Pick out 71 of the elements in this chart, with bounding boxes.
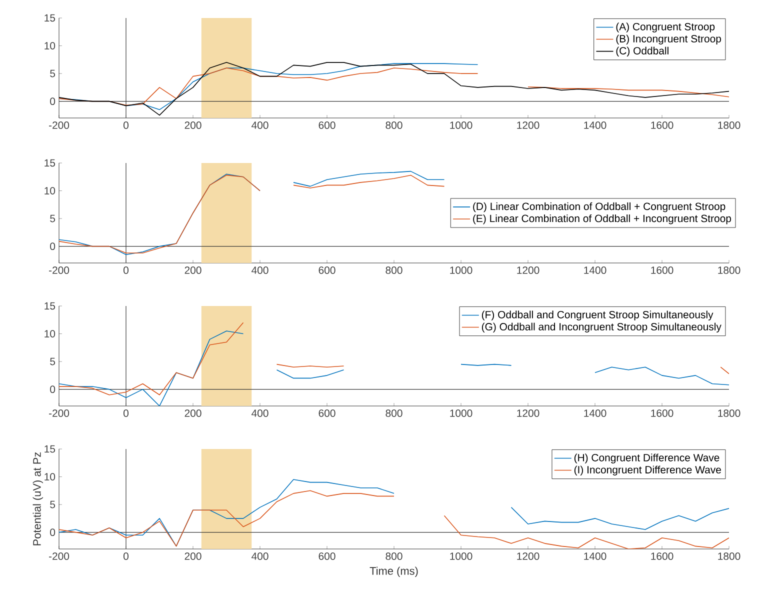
x-tick-label: 400 bbox=[252, 552, 268, 560]
y-tick-label: 5 bbox=[50, 500, 56, 508]
x-tick-label: 600 bbox=[318, 552, 336, 560]
x-tick-label: 1200 bbox=[517, 410, 540, 417]
x-tick-label: 200 bbox=[184, 552, 202, 560]
x-tick-label: 800 bbox=[386, 552, 402, 560]
x-tick-label: 1000 bbox=[450, 266, 472, 274]
x-tick-label: 1000 bbox=[450, 552, 472, 560]
x-tick-label: 600 bbox=[318, 410, 336, 417]
x-tick-label: 1000 bbox=[450, 122, 472, 129]
legend-label: (D) Linear Combination of Oddball + Congruent Stroop bbox=[473, 202, 726, 212]
x-tick-label: 800 bbox=[386, 122, 402, 129]
x-tick-label: 800 bbox=[386, 266, 402, 274]
legend-label: (E) Linear Combination of Oddball + Incongruent Stroop bbox=[473, 214, 732, 224]
x-tick-label: 200 bbox=[184, 410, 202, 417]
legend-label: (I) Incongruent Difference Wave bbox=[574, 466, 721, 476]
y-tick-label: 10 bbox=[44, 42, 56, 50]
x-tick-label: 1800 bbox=[718, 552, 740, 560]
x-tick-label: 400 bbox=[252, 122, 268, 129]
x-tick-label: 1400 bbox=[584, 410, 606, 417]
y-tick-label: 10 bbox=[44, 330, 56, 338]
y-tick-label: 5 bbox=[50, 358, 56, 366]
x-tick-label: 1600 bbox=[651, 266, 674, 274]
x-tick-label: 1800 bbox=[718, 410, 740, 417]
x-tick-label: 600 bbox=[318, 122, 336, 129]
x-tick-label: 200 bbox=[184, 266, 202, 274]
legend-label: (A) Congruent Stroop bbox=[616, 22, 715, 32]
y-tick-label: 15 bbox=[44, 159, 56, 167]
x-tick-label: 1600 bbox=[651, 552, 674, 560]
legend-label: (H) Congruent Difference Wave bbox=[574, 454, 720, 464]
y-axis-title: Potential (uV) at Pz bbox=[32, 452, 44, 546]
x-tick-label: -200 bbox=[49, 410, 70, 417]
x-tick-label: 1400 bbox=[584, 552, 606, 560]
x-tick-label: 1400 bbox=[584, 122, 606, 129]
x-tick-label: 600 bbox=[318, 266, 336, 274]
x-tick-label: 0 bbox=[124, 552, 129, 560]
x-tick-label: 1400 bbox=[584, 266, 606, 274]
x-tick-label: 400 bbox=[252, 410, 268, 417]
x-axis-title: Time (ms) bbox=[370, 566, 418, 577]
x-tick-label: 1800 bbox=[718, 122, 740, 129]
legend-label: (C) Oddball bbox=[616, 46, 668, 57]
legend-label: (F) Oddball and Congruent Stroop Simultaneously bbox=[482, 310, 714, 320]
y-tick-label: 15 bbox=[44, 445, 56, 453]
y-tick-label: 10 bbox=[44, 187, 56, 194]
x-tick-label: 0 bbox=[124, 410, 129, 417]
x-tick-label: 1200 bbox=[517, 122, 540, 129]
y-tick-label: 0 bbox=[50, 528, 56, 536]
x-tick-label: 1200 bbox=[517, 266, 540, 274]
x-tick-label: -200 bbox=[49, 552, 70, 560]
x-tick-label: 0 bbox=[124, 122, 129, 129]
y-tick-label: 10 bbox=[44, 473, 56, 480]
x-tick-label: -200 bbox=[49, 266, 70, 274]
y-tick-label: 15 bbox=[44, 14, 56, 22]
x-tick-label: -200 bbox=[49, 122, 70, 129]
x-tick-label: 0 bbox=[124, 266, 129, 274]
legend-label: (B) Incongruent Stroop bbox=[616, 34, 722, 44]
x-tick-label: 200 bbox=[184, 122, 202, 129]
x-tick-label: 1800 bbox=[718, 266, 740, 274]
y-tick-label: 5 bbox=[50, 70, 56, 78]
x-tick-label: 400 bbox=[252, 266, 268, 274]
y-tick-label: 5 bbox=[50, 214, 56, 222]
x-tick-label: 1600 bbox=[651, 122, 674, 129]
x-tick-label: 1200 bbox=[517, 552, 540, 560]
legend-label: (G) Oddball and Incongruent Stroop Simultaneously bbox=[482, 322, 722, 332]
y-tick-label: 0 bbox=[50, 242, 56, 250]
x-tick-label: 1600 bbox=[651, 410, 674, 417]
y-tick-label: 15 bbox=[44, 302, 56, 310]
y-tick-label: 0 bbox=[50, 98, 56, 106]
x-tick-label: 1000 bbox=[450, 410, 472, 417]
x-tick-label: 800 bbox=[386, 410, 402, 417]
y-tick-label: 0 bbox=[50, 386, 56, 394]
